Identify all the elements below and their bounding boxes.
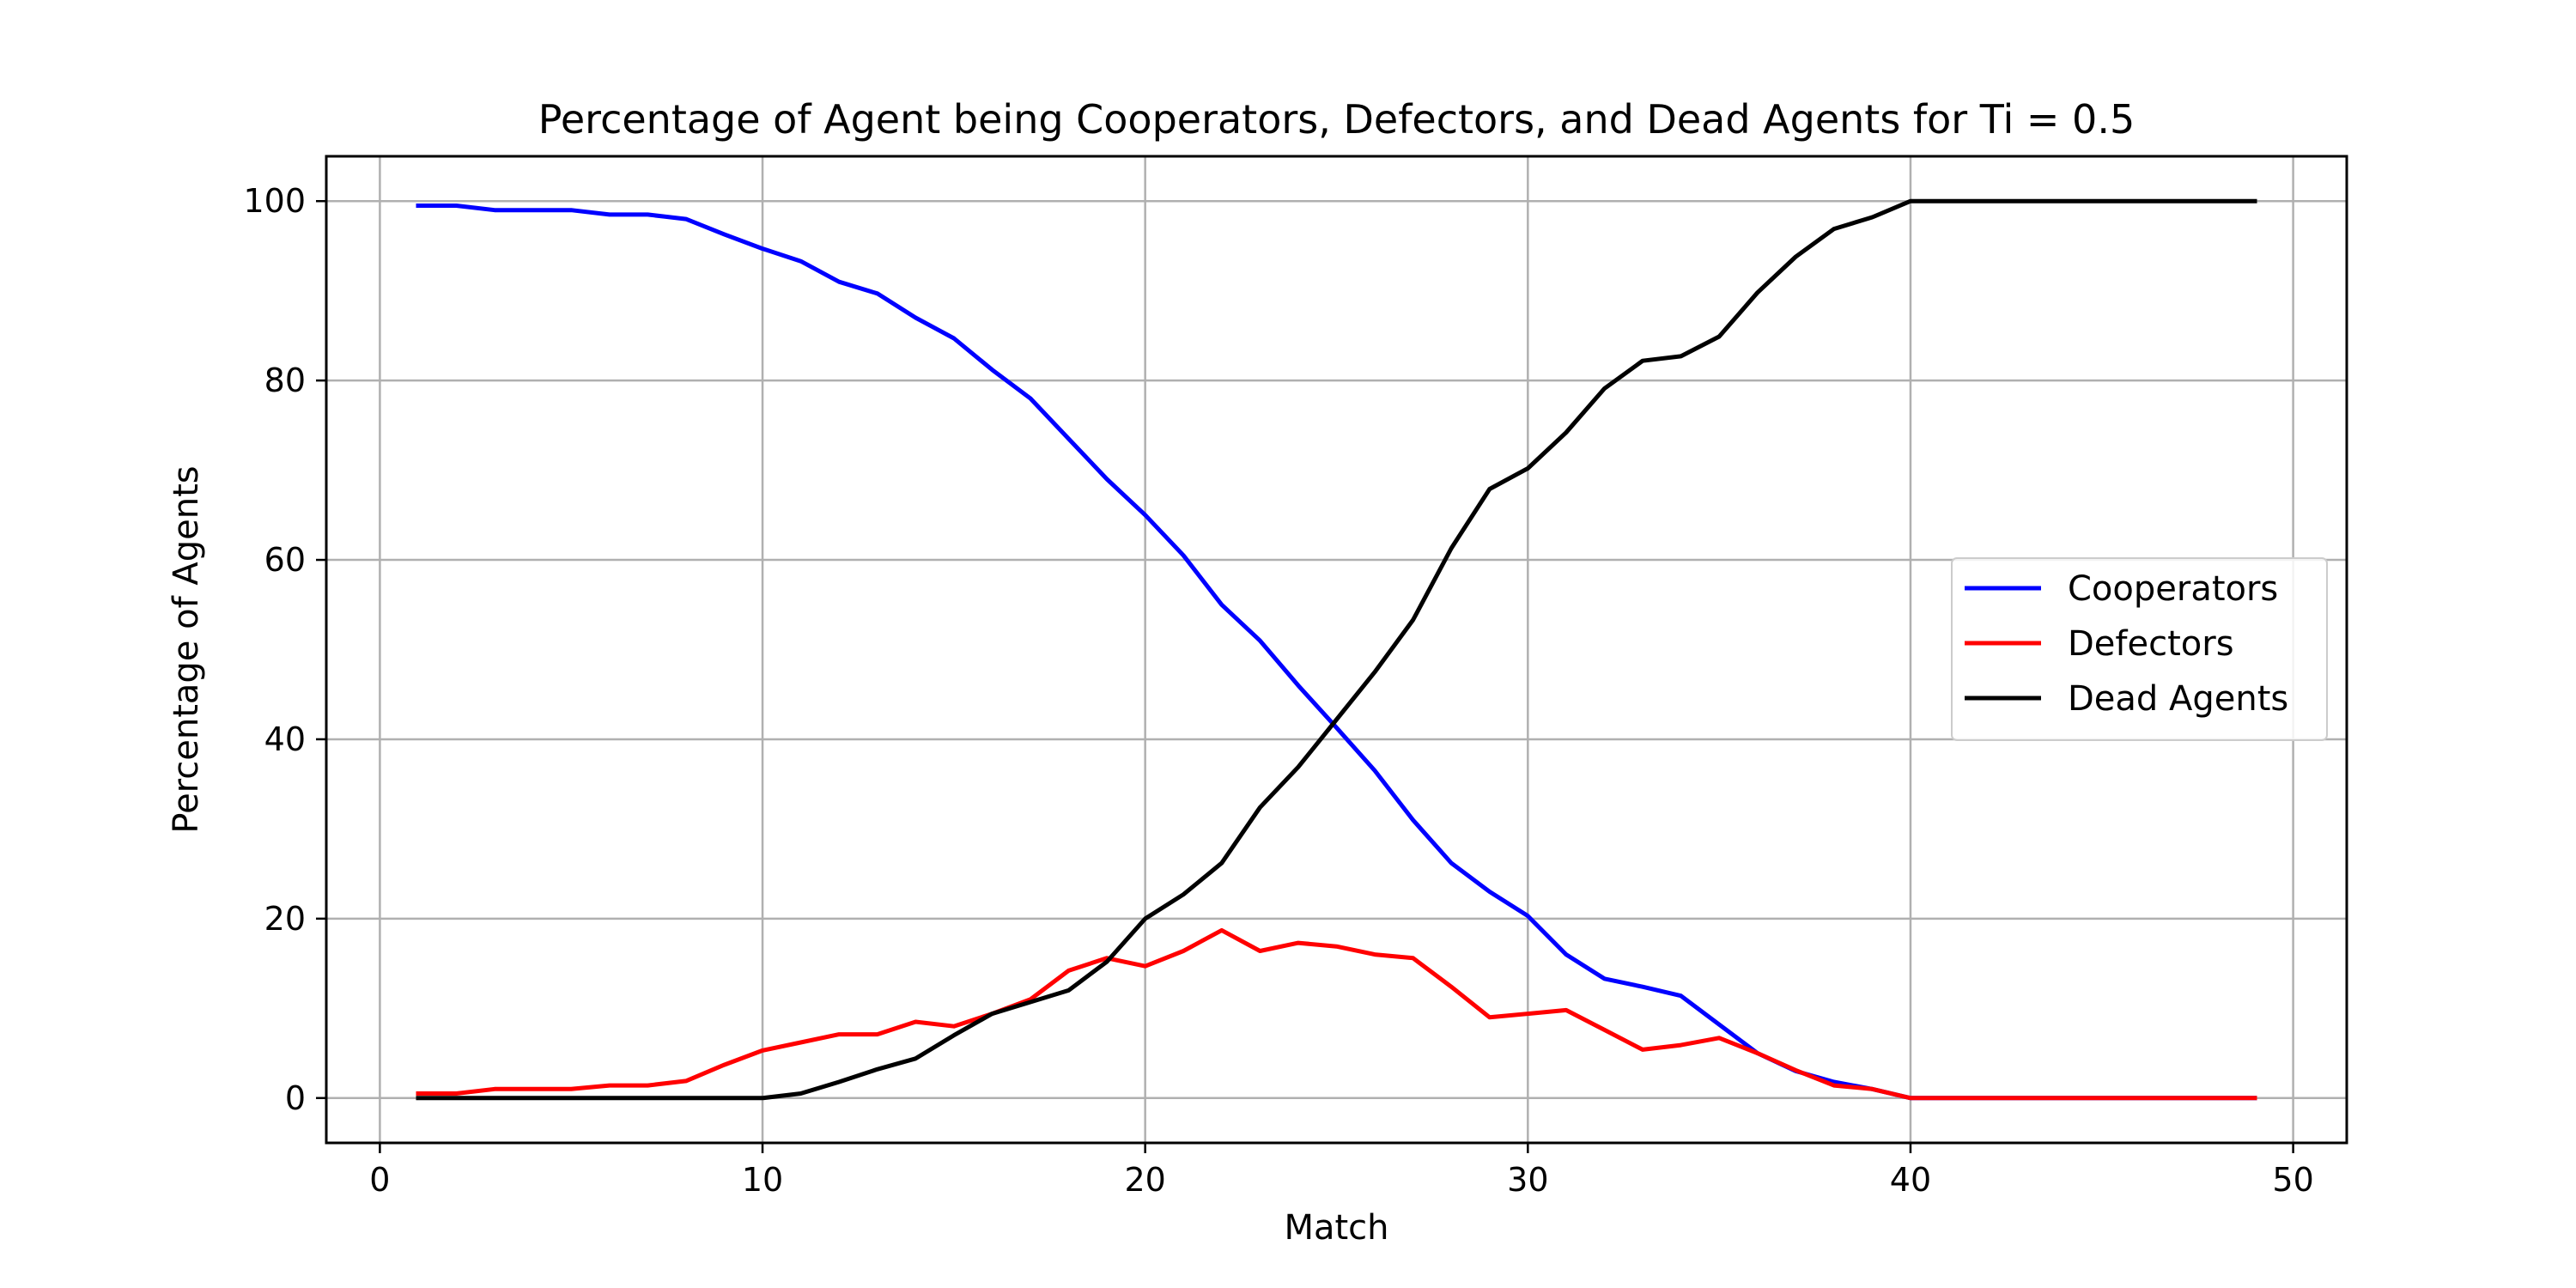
x-axis-label: Match xyxy=(1284,1208,1388,1248)
series-layer xyxy=(416,198,2257,1101)
legend: Cooperators Defectors Dead Agents xyxy=(1951,557,2328,741)
plot-area-frame xyxy=(325,155,2348,1145)
y-tick-label: 60 xyxy=(264,541,306,579)
chart-title: Percentage of Agent being Cooperators, D… xyxy=(538,96,2135,143)
axis-ticks: 0 10 20 30 40 50 0 20 40 60 80 100 xyxy=(243,182,2313,1199)
y-tick-label: 40 xyxy=(264,720,306,758)
series-line-dead-agents xyxy=(416,198,2257,1101)
legend-box xyxy=(1951,557,2328,741)
legend-label: Cooperators xyxy=(2068,569,2278,609)
y-tick-label: 80 xyxy=(264,361,306,399)
legend-label: Defectors xyxy=(2068,624,2234,664)
x-tick-label: 30 xyxy=(1507,1161,1548,1199)
x-tick-label: 0 xyxy=(369,1161,390,1199)
x-tick-label: 40 xyxy=(1890,1161,1931,1199)
x-tick-label: 20 xyxy=(1124,1161,1165,1199)
y-tick-label: 20 xyxy=(264,900,306,938)
y-axis-label: Percentage of Agents xyxy=(167,465,206,833)
x-tick-label: 50 xyxy=(2272,1161,2313,1199)
series-line-defectors xyxy=(416,927,2257,1101)
legend-label: Dead Agents xyxy=(2068,679,2288,719)
y-tick-label: 100 xyxy=(243,182,306,220)
y-tick-label: 0 xyxy=(285,1079,306,1117)
x-tick-label: 10 xyxy=(742,1161,783,1199)
